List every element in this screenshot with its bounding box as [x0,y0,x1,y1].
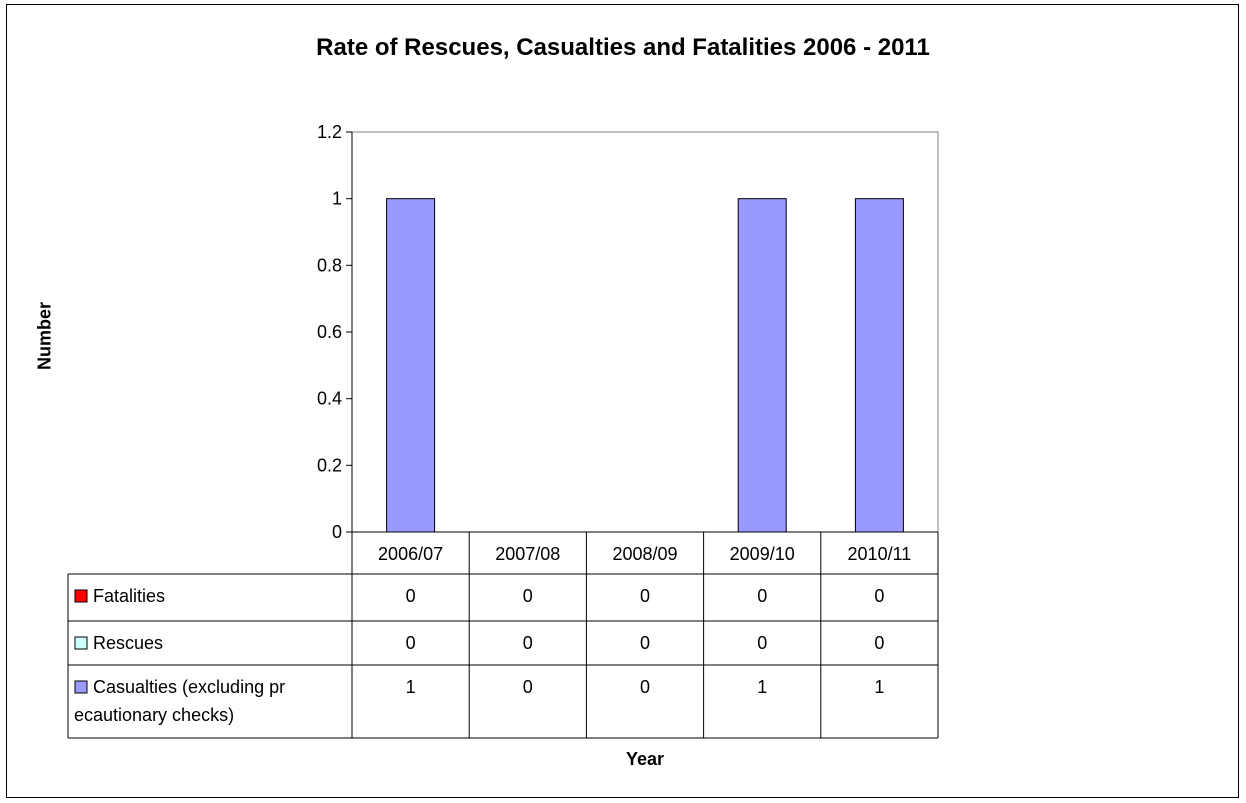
legend-swatch [74,680,88,694]
data-table-value: 0 [523,633,533,653]
data-table-value: 0 [406,586,416,606]
data-table-value: 0 [640,586,650,606]
data-table-value: 0 [640,677,650,697]
bar [386,198,436,533]
data-table-value: 0 [874,586,884,606]
x-category-label: 2006/07 [378,544,443,564]
bar [854,198,904,533]
x-category-label: 2010/11 [848,544,912,564]
bar [737,198,787,533]
y-tick-label: 0.8 [317,255,342,275]
legend-label: Fatalities [93,586,165,606]
y-tick-label: 0.2 [317,455,342,475]
legend-swatch [74,589,88,603]
legend-label: Rescues [93,633,163,653]
data-table-value: 0 [640,633,650,653]
y-tick-label: 0 [332,522,342,542]
legend-swatch [74,636,88,650]
y-tick-label: 0.6 [317,322,342,342]
data-table-value: 0 [406,633,416,653]
y-tick-label: 1 [332,189,342,209]
plot-area [351,131,939,533]
chart-title: Rate of Rescues, Casualties and Fataliti… [316,34,930,61]
data-table-value: 0 [523,586,533,606]
data-table-value: 1 [406,677,416,697]
y-tick-label: 0.4 [317,389,342,409]
y-tick-label: 1.2 [317,122,342,142]
x-axis-label: Year [625,749,665,769]
data-table-value: 0 [523,677,533,697]
data-table-value: 0 [874,633,884,653]
x-category-label: 2009/10 [730,544,795,564]
data-table-value: 0 [757,586,767,606]
x-category-label: 2008/09 [612,544,677,564]
legend-label: Casualties (excluding pr ecautionary chec… [74,677,285,725]
data-table-value: 1 [874,677,884,697]
x-category-label: 2007/08 [495,544,560,564]
data-table-value: 0 [757,633,767,653]
data-table-value: 1 [757,677,767,697]
